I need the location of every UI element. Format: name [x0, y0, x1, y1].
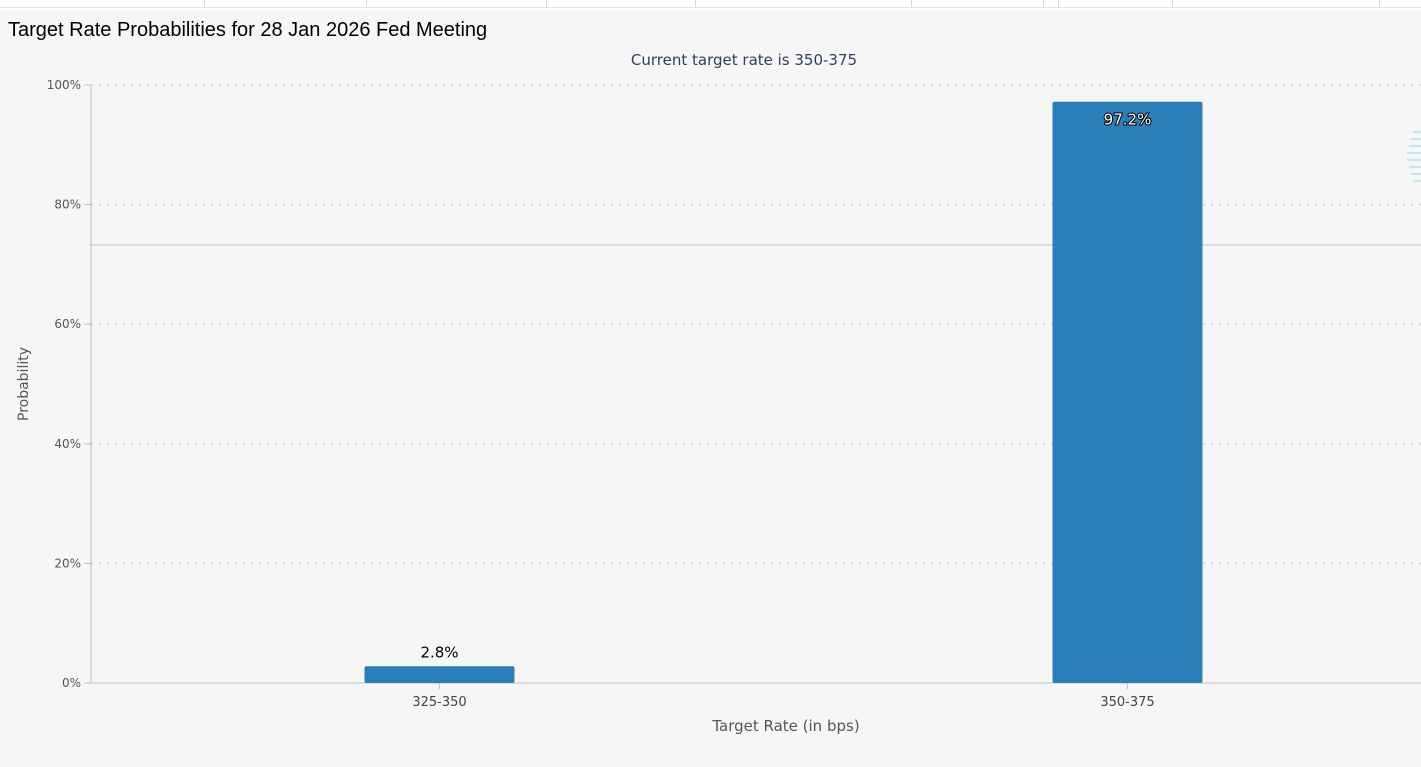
x-tick-label: 325-350 — [412, 695, 466, 710]
tab-divider — [695, 0, 696, 7]
x-tick-label: 350-375 — [1100, 695, 1154, 710]
tab-divider — [1172, 0, 1173, 7]
tab-divider — [1379, 0, 1380, 7]
top-tab-strip — [0, 0, 1421, 10]
tab-divider — [911, 0, 912, 7]
tab-divider — [1058, 0, 1059, 7]
side-decoration — [1407, 131, 1421, 182]
tab-divider — [1043, 0, 1044, 7]
page-title: Target Rate Probabilities for 28 Jan 202… — [8, 19, 488, 41]
y-tick-label: 20% — [54, 556, 81, 570]
x-axis-title: Target Rate (in bps) — [711, 717, 859, 735]
data-label: 2.8% — [420, 643, 458, 661]
data-label: 97.2% — [1104, 111, 1152, 129]
bar-325-350[interactable] — [364, 666, 515, 683]
tab-divider — [366, 0, 367, 7]
y-tick-label: 40% — [54, 437, 81, 451]
y-tick-label: 60% — [54, 317, 81, 331]
y-axis-title: Probability — [16, 347, 32, 421]
axes: 0% 20% 40% 60% 80% 100% 325-350 350-375 — [47, 78, 1421, 710]
data-labels: 2.8% 97.2% — [420, 110, 1152, 662]
tab-divider — [204, 0, 205, 7]
bar-350-375[interactable] — [1052, 101, 1203, 683]
tab-strip-border — [0, 7, 1421, 8]
y-tick-label: 80% — [54, 198, 81, 212]
chart-subtitle: Current target rate is 350-375 — [631, 51, 857, 69]
bars — [364, 101, 1203, 683]
y-tick-label: 100% — [47, 78, 81, 92]
tab-divider — [546, 0, 547, 7]
gridlines — [91, 84, 1421, 565]
y-tick-label: 0% — [62, 676, 81, 690]
